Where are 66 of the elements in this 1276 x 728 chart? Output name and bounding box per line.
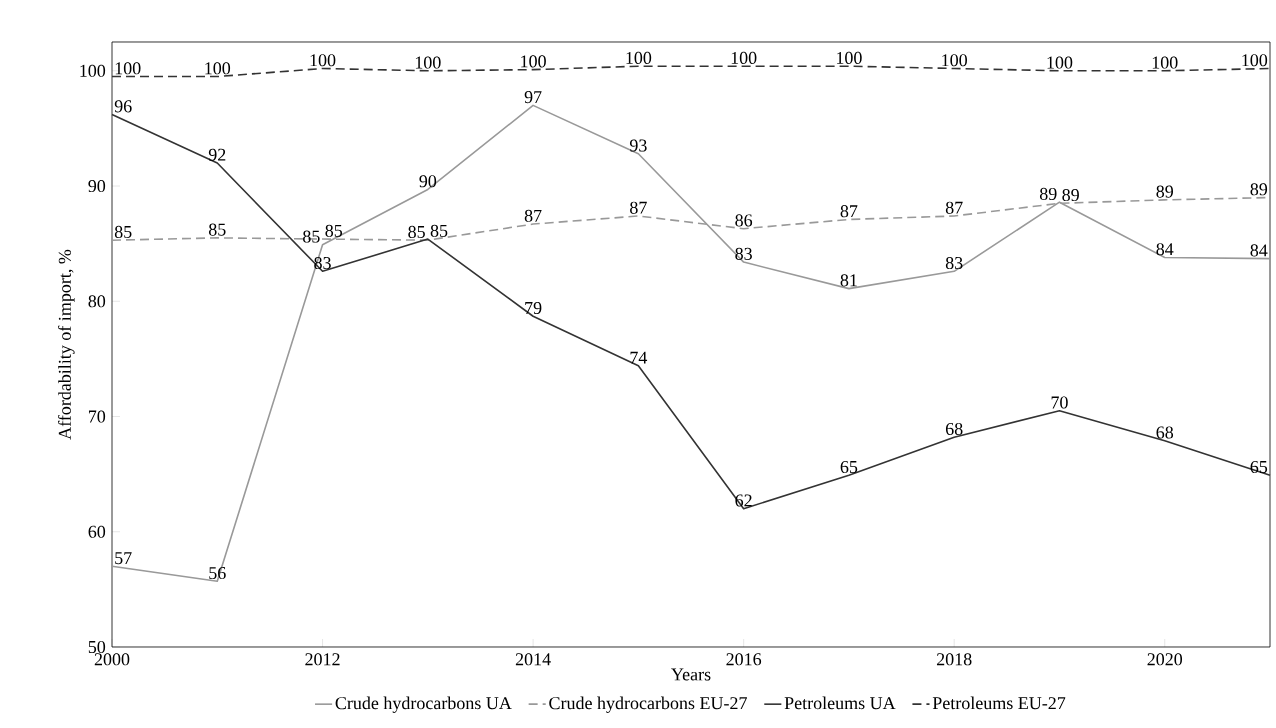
y-axis-title: Affordability of import, %	[58, 249, 75, 440]
data-label: 83	[735, 247, 752, 260]
y-tick-label: 100	[80, 64, 106, 77]
x-tick-label: 2000	[94, 653, 130, 666]
y-tick-label: 90	[88, 179, 106, 193]
data-label: 89	[1062, 188, 1079, 202]
data-label: 68	[945, 422, 963, 436]
data-label: 100	[1047, 56, 1073, 69]
data-label: 89	[1250, 183, 1268, 196]
y-tick-label: 50	[88, 640, 106, 654]
legend-label: Petroleums UA	[784, 696, 896, 710]
data-label: 87	[945, 201, 963, 214]
data-label: 83	[945, 256, 963, 270]
data-label: 100	[731, 51, 757, 64]
data-label: 100	[626, 51, 652, 64]
y-tick-label: 70	[88, 410, 106, 423]
data-label: 84	[1156, 243, 1174, 256]
data-label: 70	[1051, 396, 1068, 409]
legend-label: Crude hydrocarbons UA	[335, 696, 512, 713]
data-label: 74	[630, 351, 648, 364]
x-tick-label: 2012	[305, 653, 340, 666]
data-label: 100	[837, 51, 862, 64]
data-label: 100	[521, 55, 546, 68]
data-label: 100	[115, 62, 141, 75]
data-label: 100	[415, 56, 441, 69]
data-label: 85	[208, 223, 226, 236]
data-label: 85	[114, 225, 132, 238]
legend-label: Crude hydrocarbons EU-27	[549, 696, 747, 713]
data-label: 85	[408, 225, 425, 238]
data-label: 100	[1242, 54, 1268, 67]
legend-label: Petroleums EU-27	[932, 696, 1066, 710]
x-tick-label: 2014	[515, 653, 551, 666]
data-label: 100	[205, 62, 231, 75]
y-tick-label: 60	[88, 525, 106, 538]
data-label: 87	[524, 209, 542, 222]
data-label: 87	[630, 201, 647, 214]
data-label: 85	[430, 224, 448, 237]
x-tick-label: 2016	[726, 653, 762, 666]
data-label: 97	[524, 91, 542, 104]
data-label: 65	[1250, 461, 1268, 474]
data-label: 68	[1156, 426, 1174, 439]
y-tick-label: 80	[88, 295, 106, 308]
data-label: 81	[840, 274, 857, 287]
data-label: 57	[115, 552, 132, 565]
data-label: 85	[325, 224, 343, 237]
data-label: 84	[1250, 244, 1268, 257]
data-label: 85	[303, 230, 320, 243]
data-label: 87	[840, 205, 858, 218]
data-label: 89	[1039, 187, 1057, 200]
data-label: 86	[735, 214, 753, 227]
data-label: 96	[114, 100, 132, 113]
data-label: 65	[840, 461, 858, 474]
data-label: 89	[1156, 185, 1173, 198]
data-label: 92	[208, 148, 226, 161]
data-label: 100	[310, 54, 336, 67]
data-label: 100	[942, 54, 967, 67]
x-tick-label: 2018	[936, 653, 972, 666]
x-axis-title: Years	[671, 668, 711, 681]
data-label: 100	[1152, 56, 1178, 69]
x-tick-label: 2020	[1147, 653, 1183, 666]
data-label: 79	[525, 301, 542, 315]
line-series	[111, 113, 1271, 510]
data-label: 83	[314, 256, 331, 270]
data-label: 93	[629, 139, 647, 152]
data-label: 56	[209, 567, 226, 580]
data-label: 90	[419, 175, 437, 188]
